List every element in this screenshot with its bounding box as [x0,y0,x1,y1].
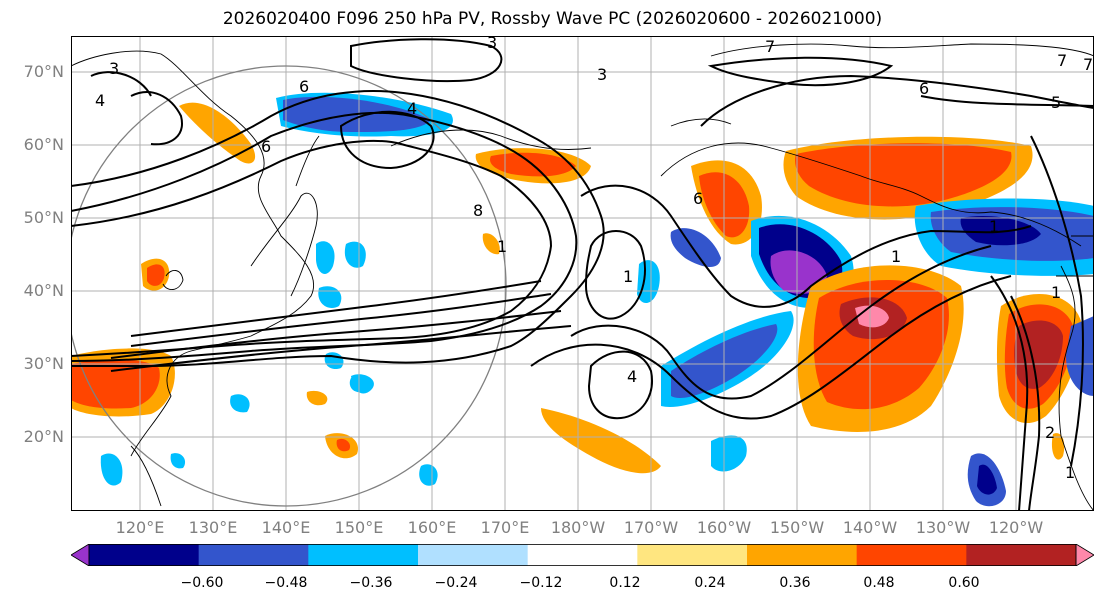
colorbar-segment [198,544,309,566]
lon-label: 180°W [550,518,606,537]
contour-label: 1 [891,247,901,266]
lon-label: 130°W [915,518,971,537]
contour-label: 6 [693,189,703,208]
lon-label: 130°E [188,518,238,537]
colorbar-tick-label: −0.60 [180,575,224,591]
contour-label: 6 [299,77,309,96]
lon-label: 120°W [988,518,1044,537]
contour-label: 1 [623,267,633,286]
contour-label: 1 [1051,283,1061,302]
colorbar-tick-label: 0.36 [779,575,811,591]
colorbar [70,543,1095,567]
lat-label-40n: 40°N [23,281,64,300]
colorbar-segment [308,544,419,566]
lon-label: 140°W [842,518,898,537]
lon-label: 170°E [480,518,530,537]
lat-label-60n: 60°N [23,135,64,154]
contour-label: 4 [407,99,417,118]
colorbar-segment [89,544,200,566]
colorbar-segment [856,544,967,566]
colorbar-segment [527,544,638,566]
colorbar-tick-label: −0.36 [349,575,393,591]
colorbar-extend-low [70,543,90,567]
contour-label: 8 [473,201,483,220]
colorbar-tick-label: −0.24 [434,575,478,591]
contour-label: 2 [1045,423,1055,442]
contour-label: 1 [497,237,507,256]
contour-label: 4 [95,91,105,110]
lat-label-30n: 30°N [23,354,64,373]
contour-label: 3 [487,36,497,52]
contour-labels: 3 3 4 6 4 6 8 1 1 4 7 6 5 7 7 6 1 2 1 1 … [95,36,1093,482]
colorbar-border [88,544,1077,566]
lon-label: 150°W [769,518,825,537]
lat-label-70n: 70°N [23,62,64,81]
contour-label: 1 [1065,463,1075,482]
contour-label: 3 [109,59,119,78]
contour-label: 1 [989,217,999,236]
lat-label-50n: 50°N [23,208,64,227]
lon-label: 150°E [334,518,384,537]
colorbar-segment [966,544,1077,566]
coastlines [71,43,1094,511]
contour-label: 5 [1051,93,1061,112]
colorbar-segment [747,544,858,566]
lat-label-20n: 20°N [23,427,64,446]
contour-label: 7 [1057,51,1067,70]
colorbar-tick-label: −0.12 [519,575,563,591]
lon-label: 120°E [115,518,165,537]
contour-label: 6 [919,79,929,98]
contour-label: 6 [261,137,271,156]
lon-label: 160°E [407,518,457,537]
lon-label: 140°E [261,518,311,537]
lon-label: 160°W [696,518,752,537]
map-title: 2026020400 F096 250 hPa PV, Rossby Wave … [222,9,883,29]
colorbar-tick-label: 0.60 [948,575,980,591]
pv-contours [71,38,1094,511]
contour-label: 7 [1083,55,1093,74]
colorbar-segment [418,544,529,566]
colorbar-segment [637,544,748,566]
colorbar-tick-label: 0.24 [694,575,726,591]
colorbar-tick-label: 0.48 [863,575,895,591]
colorbar-tick-label: 0.12 [609,575,641,591]
graticule [71,36,1094,511]
lon-label: 170°W [623,518,679,537]
contour-label: 7 [765,37,775,56]
pv-map: 3 3 4 6 4 6 8 1 1 4 7 6 5 7 7 6 1 2 1 1 … [71,36,1094,511]
contour-label: 4 [627,367,637,386]
colorbar-extend-high [1075,543,1095,567]
contour-label: 3 [597,65,607,84]
colorbar-tick-label: −0.48 [264,575,308,591]
